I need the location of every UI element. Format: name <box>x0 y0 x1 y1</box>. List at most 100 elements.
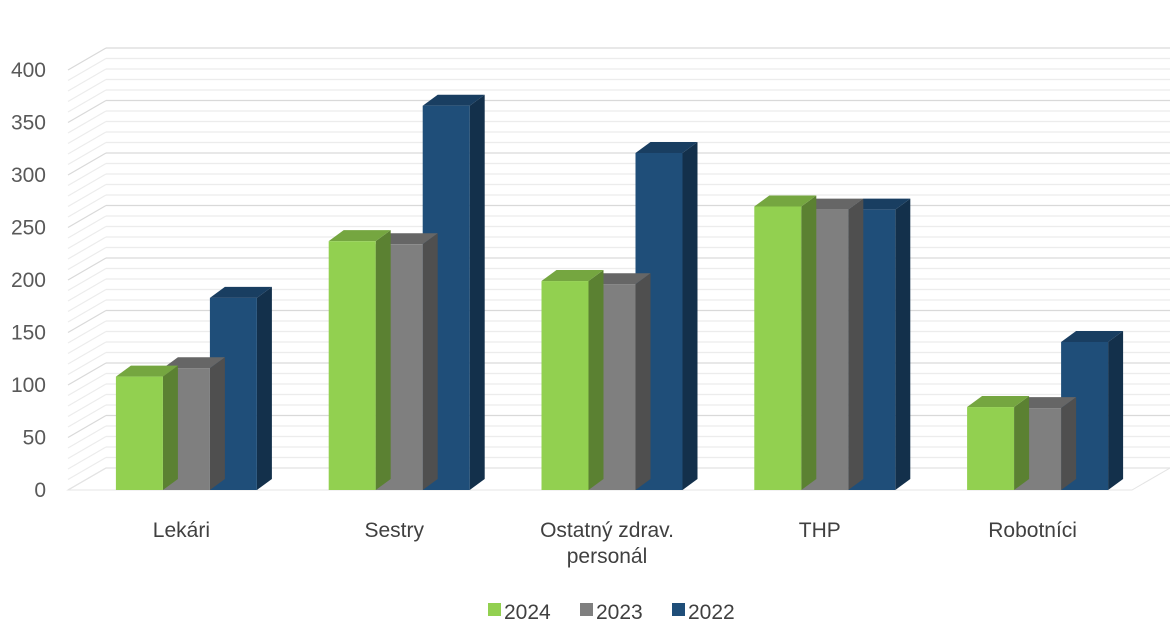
legend-swatch <box>488 603 501 616</box>
gridline-side <box>67 267 107 292</box>
bar-top <box>588 273 651 285</box>
gridline-side <box>67 372 107 397</box>
legend-label: 2022 <box>688 601 735 622</box>
gridline-side <box>67 89 107 113</box>
x-tick-label: personál <box>567 545 648 568</box>
gridline-side <box>67 257 107 281</box>
gridline-side <box>67 309 107 334</box>
y-tick-label: 50 <box>23 427 46 450</box>
bar <box>328 230 391 490</box>
bar-side <box>162 365 178 490</box>
gridline-side <box>67 393 107 418</box>
gridline-side <box>67 435 107 460</box>
gridline-side <box>67 299 107 323</box>
bar-side <box>895 198 911 490</box>
y-tick-label: 200 <box>11 269 46 292</box>
bar-side <box>588 270 604 490</box>
bar-top <box>162 357 225 369</box>
gridline-side <box>67 57 107 82</box>
gridline-side <box>67 414 107 439</box>
bar-top <box>967 396 1030 408</box>
gridline-side <box>67 99 107 124</box>
bar <box>541 270 604 490</box>
gridline-side <box>67 152 107 176</box>
gridline-side <box>67 183 107 208</box>
bar-side <box>256 286 272 490</box>
gridline-side <box>67 456 107 481</box>
bar-side <box>375 230 391 490</box>
gridline-side <box>67 68 107 92</box>
y-tick-label: 100 <box>11 374 46 397</box>
x-tick-label: Robotníci <box>988 519 1077 542</box>
bar-side <box>209 357 225 490</box>
y-axis: 0 50 100 150 200 250 300 350 400 <box>11 59 46 502</box>
bar-top <box>375 233 438 245</box>
bar-side <box>1061 397 1077 490</box>
gridline-side <box>67 162 107 187</box>
gridline-side <box>67 351 107 376</box>
y-tick-label: 300 <box>11 164 46 187</box>
legend-item: 2022 <box>672 601 735 622</box>
gridline-side <box>67 425 107 449</box>
bars <box>115 94 1124 491</box>
bar-side <box>682 141 698 490</box>
bar-side <box>469 94 485 490</box>
legend-item: 2024 <box>488 601 551 622</box>
bar <box>967 396 1030 490</box>
bar <box>801 198 864 490</box>
bar-front <box>754 206 802 490</box>
gridline-side <box>67 78 107 103</box>
bar-top <box>848 198 911 210</box>
gridline-side <box>67 173 107 197</box>
gridline-side <box>67 320 107 344</box>
gridline-side <box>67 383 107 407</box>
bar-side <box>848 198 864 490</box>
legend-label: 2024 <box>504 601 551 622</box>
gridline-side <box>67 204 107 229</box>
legend-label: 2023 <box>596 601 643 622</box>
bar-top <box>754 195 817 207</box>
bar-front <box>541 281 589 490</box>
bar <box>754 195 817 490</box>
y-tick-label: 150 <box>11 322 46 345</box>
gridline-side <box>67 215 107 239</box>
y-tick-label: 250 <box>11 217 46 240</box>
gridline-side <box>67 141 107 166</box>
bar-side <box>635 273 651 490</box>
gridline-side <box>67 110 107 134</box>
bar-side <box>801 195 817 490</box>
x-tick-label: THP <box>799 519 841 542</box>
y-tick-label: 0 <box>34 479 46 502</box>
gridline-side <box>67 225 107 250</box>
gridline-side <box>67 194 107 218</box>
x-tick-label: Sestry <box>364 519 424 542</box>
bar-top <box>115 365 178 377</box>
bar-top <box>328 230 391 242</box>
legend-swatch <box>672 603 685 616</box>
bar-side <box>1014 396 1030 490</box>
bar-top <box>541 270 604 282</box>
gridline-side <box>67 47 107 71</box>
gridline-side <box>67 120 107 145</box>
x-tick-label: Ostatný zdrav. <box>540 519 674 542</box>
bar-top <box>801 198 864 210</box>
gridline-side <box>67 288 107 313</box>
bar-top <box>422 94 485 106</box>
gridline-side <box>67 446 107 470</box>
bar-front <box>328 241 376 490</box>
gridline-side <box>67 404 107 428</box>
gridline-side <box>67 236 107 260</box>
bar <box>115 365 178 490</box>
legend-swatch <box>580 603 593 616</box>
bar-side <box>1108 330 1124 490</box>
bar-top <box>1014 397 1077 409</box>
gridline-side <box>67 330 107 355</box>
bar-side <box>422 233 438 491</box>
bar-top <box>209 286 272 298</box>
gridline-side <box>67 278 107 302</box>
gridline-side <box>67 131 107 155</box>
bar-front <box>967 407 1015 490</box>
x-tick-label: Lekári <box>153 519 210 542</box>
legend: 2024 2023 2022 <box>488 601 735 622</box>
gridline-side <box>67 246 107 271</box>
